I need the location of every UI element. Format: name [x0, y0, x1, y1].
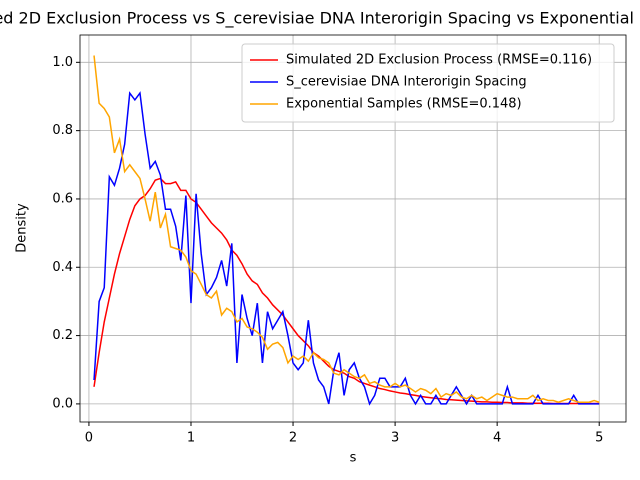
legend-box: [241, 43, 615, 123]
legend: Simulated 2D Exclusion Process (RMSE=0.1…: [241, 43, 615, 123]
y-tick-label: 0.8: [52, 123, 73, 138]
y-tick-label: 0.6: [52, 191, 73, 206]
x-tick-label: 3: [391, 431, 399, 446]
legend-label: Simulated 2D Exclusion Process (RMSE=0.1…: [286, 53, 592, 68]
x-tick-label: 2: [289, 431, 297, 446]
y-tick-label: 0.0: [52, 396, 73, 411]
data-line: [93, 55, 600, 403]
y-axis-label: Density: [15, 203, 30, 253]
x-tick-label: 1: [187, 431, 195, 446]
y-tick-label: 0.4: [52, 260, 73, 275]
data-line: [93, 177, 600, 405]
x-tick-label: 5: [595, 431, 603, 446]
data-line: [93, 91, 600, 406]
legend-label: Exponential Samples (RMSE=0.148): [286, 97, 522, 112]
axes-frame: [79, 34, 627, 423]
y-tick-label: 1.0: [52, 55, 73, 70]
x-axis-label: s: [350, 451, 357, 466]
legend-label: S_cerevisiae DNA Interorigin Spacing: [286, 75, 527, 90]
x-tick-label: 4: [493, 431, 501, 446]
y-tick-label: 0.2: [52, 328, 73, 343]
chart-title: Simulated 2D Exclusion Process vs S_cere…: [0, 9, 640, 29]
x-tick-label: 0: [85, 431, 93, 446]
